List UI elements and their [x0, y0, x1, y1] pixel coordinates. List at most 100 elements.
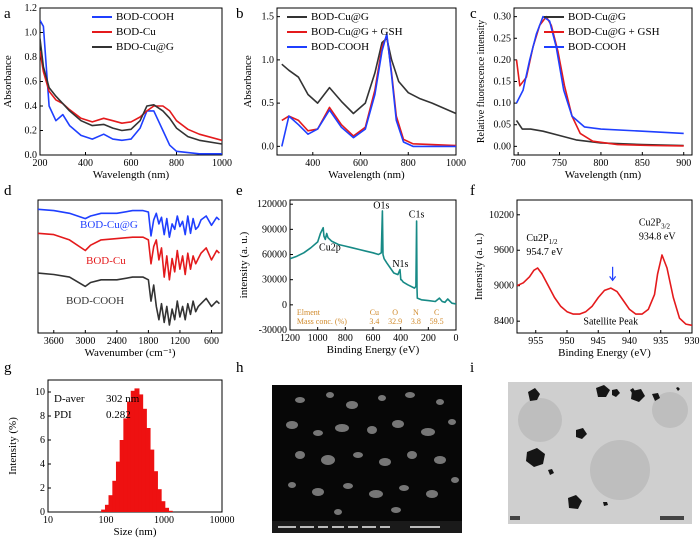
y-axis-label: Intensity (%) [7, 417, 19, 475]
y-tick-label: 2 [40, 483, 45, 494]
x-tick-label: 1000 [308, 333, 328, 344]
y-tick-label: 0.30 [494, 12, 512, 23]
y-tick-label: 0 [40, 507, 45, 518]
panel-letter-d: d [4, 183, 12, 199]
y-tick-label: 0.10 [494, 98, 512, 109]
y-axis-label: Absorbance [2, 55, 14, 108]
peak-label-cu2p12-sub: 1/2 [549, 238, 558, 246]
y-tick-label: 1.5 [262, 12, 275, 23]
series-line [38, 232, 220, 281]
x-axis-label: Wavenumber (cm⁻¹) [85, 347, 176, 359]
bar [134, 388, 140, 512]
y-tick-label: 8400 [494, 316, 514, 327]
y-tick-label: 30000 [262, 275, 287, 286]
x-tick-label: 955 [528, 336, 543, 347]
y-tick-label: 9000 [494, 281, 514, 292]
x-tick-label: 800 [338, 333, 353, 344]
bar [160, 501, 166, 512]
legend-label: BOD-COOH [311, 41, 369, 53]
info-pdi-label: PDI [54, 409, 72, 421]
panel-letter-c: c [470, 6, 477, 22]
y-tick-label: 10 [35, 387, 45, 398]
tem-particles [526, 385, 680, 509]
bar [112, 480, 118, 512]
sem-image [272, 385, 462, 533]
bar [119, 440, 125, 512]
legend-label: BOD-Cu@G + GSH [311, 26, 403, 38]
y-axis-label: Relative fluorescence intensity [476, 20, 487, 143]
y-tick-label: 1.0 [25, 28, 38, 39]
y-tick-label: 0.00 [494, 141, 512, 152]
x-tick-label: 600 [353, 158, 368, 169]
x-tick-label: 0 [454, 333, 459, 344]
table-cell: 59.5 [430, 317, 444, 326]
x-axis-label: Wavelength (nm) [328, 169, 405, 181]
x-tick-label: 1000 [154, 515, 174, 526]
x-tick-label: 930 [685, 336, 700, 347]
y-tick-label: 9600 [494, 245, 514, 256]
y-tick-label: 0.5 [262, 98, 275, 109]
peak-label-cu2p32-name: Cu2P [639, 217, 662, 228]
y-tick-label: 10200 [489, 210, 514, 221]
legend-label: BDO-Cu@G [116, 41, 174, 53]
bar [127, 401, 133, 512]
bar [141, 408, 147, 512]
series-line [40, 19, 222, 155]
chart-c: 700 750 800 850 900 0.00 0.05 0.10 0.15 0.20 0.25 0… [476, 7, 693, 181]
bar [164, 507, 170, 512]
peak-label-cu2p32: Cu2P3/2 [639, 217, 671, 230]
panel-letter-e: e [236, 183, 243, 199]
x-tick-label: 935 [653, 336, 668, 347]
chart-layer: 200 400 600 800 10000.00.20.40.60.81.01.2Wav… [2, 3, 700, 538]
y-tick-label: 0.20 [494, 55, 512, 66]
legend-label: BOD-COOH [568, 41, 626, 53]
x-tick-label: 100 [99, 515, 114, 526]
y-tick-label: 1.0 [262, 55, 275, 66]
peak-label-cu2p: Cu2p [319, 242, 341, 253]
satellite-arrow-head [609, 276, 617, 282]
series-line [517, 254, 692, 327]
x-tick-label: 10000 [210, 515, 235, 526]
y-tick-label: 0.6 [25, 77, 38, 88]
bar [138, 394, 144, 512]
x-tick-label: 200 [421, 333, 436, 344]
series-line [38, 208, 220, 238]
y-tick-label: 0 [282, 300, 287, 311]
x-tick-label: 600 [366, 333, 381, 344]
y-tick-label: 0.2 [25, 126, 38, 137]
x-tick-label: 950 [560, 336, 575, 347]
bar [104, 504, 110, 512]
series-line [40, 50, 222, 142]
x-tick-label: 800 [169, 158, 184, 169]
y-axis-label: intensity (a. u.) [238, 231, 250, 298]
y-tick-label: 0.25 [494, 33, 512, 44]
bar [123, 418, 129, 512]
series-line [515, 119, 684, 147]
inline-series-label: BOD-COOH [66, 295, 124, 307]
series-line [281, 34, 456, 147]
chart-a: 200 400 600 800 1000 0.0 0.2 0.4 0.6 0.8 1.0 1.2 Wav… [2, 3, 232, 181]
plot-frame-b [276, 7, 457, 156]
x-axis-label: Wavelength (nm) [565, 169, 642, 181]
bar [130, 390, 136, 512]
sem-particles [286, 392, 459, 515]
info-d-label: D-aver [54, 393, 85, 405]
x-tick-label: 1800 [138, 336, 158, 347]
x-tick-label: 850 [635, 158, 650, 169]
table-header: O [392, 308, 398, 317]
x-tick-label: 600 [124, 158, 139, 169]
plot-frame-f [516, 199, 693, 334]
info-pdi-value: 0.282 [106, 409, 131, 421]
legend-label: BOD-COOH [116, 11, 174, 23]
bar [145, 428, 151, 512]
x-tick-label: 3000 [75, 336, 95, 347]
table-cell: 3.8 [411, 317, 421, 326]
table-header: N [413, 308, 419, 317]
legend-label: BOD-Cu@G + GSH [568, 26, 660, 38]
series-line [38, 272, 220, 326]
peak-label-c1s: C1s [409, 210, 425, 221]
y-tick-label: 0.8 [25, 52, 38, 63]
series-line [281, 33, 456, 148]
x-tick-label: 3600 [44, 336, 64, 347]
y-tick-label: 0.4 [25, 101, 38, 112]
